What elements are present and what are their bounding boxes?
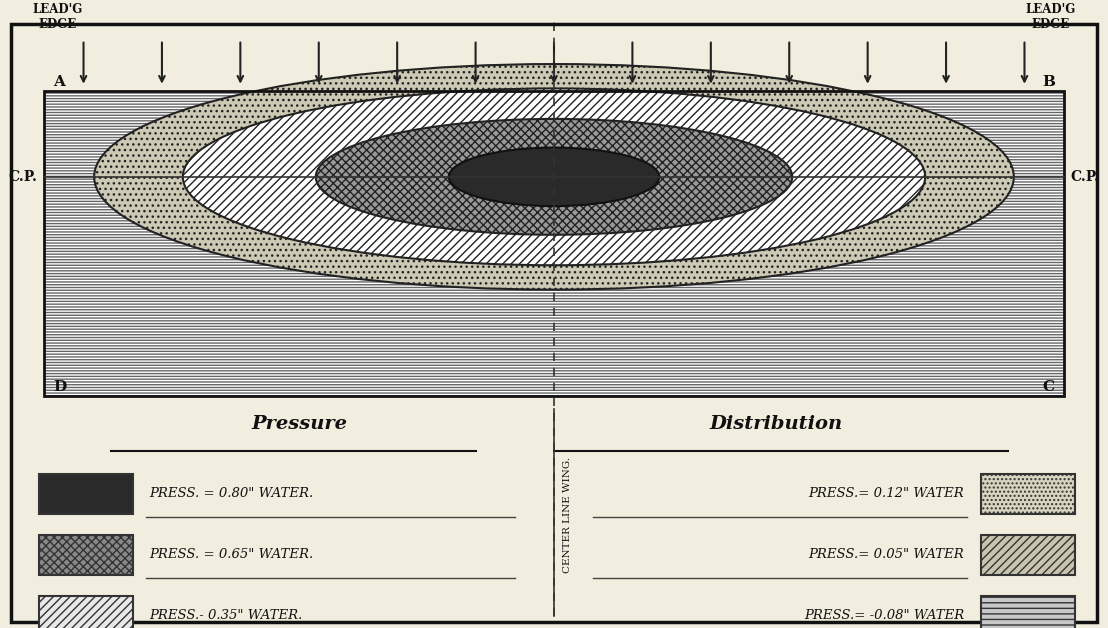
Ellipse shape — [94, 64, 1014, 290]
Text: LEAD'G
EDGE: LEAD'G EDGE — [1025, 3, 1076, 31]
Text: Distribution: Distribution — [709, 414, 842, 433]
Text: D: D — [53, 380, 66, 394]
Ellipse shape — [316, 119, 792, 235]
Bar — [981, 535, 1075, 575]
Text: C.P.: C.P. — [1070, 170, 1099, 184]
Text: B: B — [1042, 75, 1055, 89]
Text: PRESS.= 0.12" WATER: PRESS.= 0.12" WATER — [808, 487, 964, 501]
Text: CENTER LINE WING.: CENTER LINE WING. — [563, 457, 572, 573]
Text: LEAD'G
EDGE: LEAD'G EDGE — [32, 3, 83, 31]
Bar — [39, 596, 133, 628]
Text: A: A — [53, 75, 65, 89]
Text: PRESS. = 0.80" WATER.: PRESS. = 0.80" WATER. — [150, 487, 314, 501]
Bar — [39, 535, 133, 575]
Bar — [981, 596, 1075, 628]
Bar — [44, 92, 1064, 396]
Text: PRESS.= 0.05" WATER: PRESS.= 0.05" WATER — [808, 548, 964, 561]
Bar — [44, 92, 1064, 396]
Ellipse shape — [449, 148, 659, 206]
Bar — [981, 474, 1075, 514]
Text: PRESS.= -0.08" WATER: PRESS.= -0.08" WATER — [803, 609, 964, 622]
Text: PRESS.- 0.35" WATER.: PRESS.- 0.35" WATER. — [150, 609, 302, 622]
Text: Pressure: Pressure — [252, 414, 347, 433]
Bar — [39, 474, 133, 514]
Text: PRESS. = 0.65" WATER.: PRESS. = 0.65" WATER. — [150, 548, 314, 561]
Bar — [44, 92, 1064, 396]
Text: C.P.: C.P. — [9, 170, 38, 184]
Ellipse shape — [183, 89, 925, 265]
Text: C: C — [1043, 380, 1055, 394]
